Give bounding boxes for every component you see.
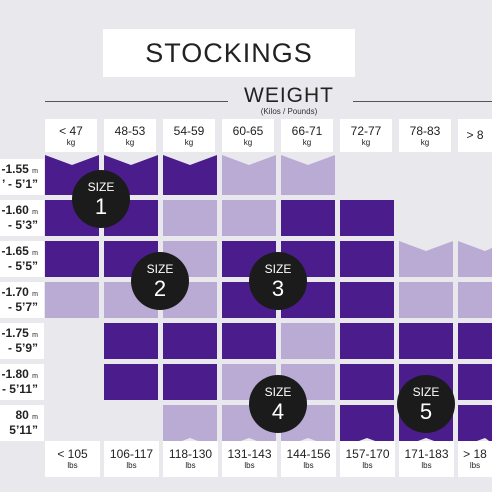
grid-cell (340, 364, 394, 400)
size-badge-5: SIZE 5 (397, 375, 455, 433)
weight-divider-left (45, 101, 228, 102)
chevron-cell (458, 241, 492, 277)
chevron-cell (399, 241, 453, 277)
weight-divider-right (353, 101, 492, 102)
weight-lbs-footer: 106-117 lbs (104, 441, 159, 477)
grid-cell (104, 323, 158, 359)
grid-cell (340, 241, 394, 277)
weight-kg-header: 60-65 kg (222, 119, 274, 152)
weight-kg-header: > 8 (458, 119, 492, 152)
grid-cell (45, 241, 99, 277)
grid-cell (222, 323, 276, 359)
chevron-cell (281, 155, 335, 195)
chevron-row (399, 241, 492, 277)
weight-heading: WEIGHT (244, 84, 334, 107)
size-badge-2: SIZE 2 (131, 252, 189, 310)
weight-lbs-footer: < 105 lbs (45, 441, 100, 477)
grid-cell (340, 282, 394, 318)
size-badge-1: SIZE 1 (72, 170, 130, 228)
grid-cell (458, 323, 492, 359)
chevron-cell (340, 405, 394, 448)
grid-cell (45, 282, 99, 318)
grid-cell (340, 200, 394, 236)
chevron-row (163, 405, 492, 448)
weight-kg-header: 48-53 kg (104, 119, 156, 152)
weight-kg-header: 78-83 kg (399, 119, 451, 152)
grid-cell (104, 364, 158, 400)
grid-cell (281, 323, 335, 359)
height-row-label: -1.70 m- 5’7” (0, 282, 44, 318)
grid-cell (340, 323, 394, 359)
height-row-label: -1.65 m- 5’5” (0, 241, 44, 277)
grid-cell (163, 200, 217, 236)
size-badge-4: SIZE 4 (249, 375, 307, 433)
grid-cell (222, 200, 276, 236)
height-row-label: -1.60 m- 5’3” (0, 200, 44, 236)
grid-cell (458, 364, 492, 400)
grid-cell (458, 282, 492, 318)
grid-cell (163, 323, 217, 359)
chart-title: STOCKINGS (103, 29, 355, 77)
chevron-row (45, 155, 335, 195)
height-row-label: 80 m 5’11” (0, 405, 44, 441)
weight-subheading: (Kilos / Pounds) (260, 107, 318, 116)
grid-cell (399, 282, 453, 318)
chevron-cell (458, 405, 492, 448)
height-row-label: -1.75 m- 5’9” (0, 323, 44, 359)
weight-lbs-footer: 144-156 lbs (281, 441, 336, 477)
chevron-cell (222, 155, 276, 195)
weight-lbs-footer: > 18 lbs (458, 441, 492, 477)
weight-kg-header: 66-71 kg (281, 119, 333, 152)
weight-lbs-footer: 171-183 lbs (399, 441, 454, 477)
weight-lbs-footer: 131-143 lbs (222, 441, 277, 477)
height-row-label: -1.55 m’ - 5’1” (0, 159, 44, 195)
weight-kg-header: < 47 kg (45, 119, 97, 152)
grid-cell (399, 323, 453, 359)
weight-lbs-footer: 157-170 lbs (340, 441, 395, 477)
weight-kg-header: 54-59 kg (163, 119, 215, 152)
weight-kg-header: 72-77 kg (340, 119, 392, 152)
height-row-label: -1.80 m- 5’11” (0, 364, 44, 400)
chevron-cell (163, 405, 217, 448)
grid-cell (281, 200, 335, 236)
size-badge-3: SIZE 3 (249, 252, 307, 310)
weight-lbs-footer: 118-130 lbs (163, 441, 218, 477)
chevron-cell (163, 155, 217, 195)
grid-cell (163, 364, 217, 400)
